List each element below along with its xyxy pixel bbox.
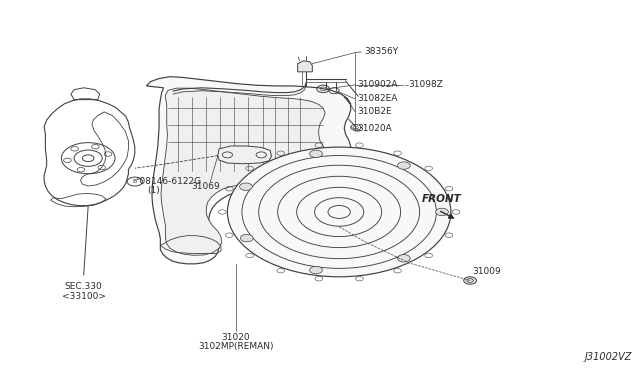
Circle shape <box>241 234 253 242</box>
Text: B: B <box>132 179 137 184</box>
Text: J31002VZ: J31002VZ <box>584 352 632 362</box>
Text: 31098Z: 31098Z <box>408 80 443 89</box>
Circle shape <box>239 183 252 190</box>
Text: 31020A: 31020A <box>358 124 392 133</box>
Text: 38356Y: 38356Y <box>365 47 399 56</box>
Text: (1): (1) <box>148 186 161 195</box>
Polygon shape <box>298 61 312 72</box>
Text: 31009: 31009 <box>472 267 500 276</box>
Text: °08146-6122G: °08146-6122G <box>135 177 201 186</box>
Polygon shape <box>147 77 351 264</box>
Text: FRONT: FRONT <box>422 194 462 204</box>
Circle shape <box>436 208 449 216</box>
Text: 31069: 31069 <box>191 182 220 191</box>
Text: 310902A: 310902A <box>358 80 398 89</box>
Circle shape <box>397 254 410 262</box>
Circle shape <box>310 266 323 274</box>
Text: 3102MP(REMAN): 3102MP(REMAN) <box>198 341 273 350</box>
Polygon shape <box>218 146 271 164</box>
Text: <33100>: <33100> <box>61 292 106 301</box>
Text: 310B2E: 310B2E <box>358 108 392 116</box>
Text: SEC.330: SEC.330 <box>65 282 102 291</box>
Circle shape <box>464 277 476 284</box>
Text: 31082EA: 31082EA <box>358 94 398 103</box>
Polygon shape <box>161 88 325 255</box>
Circle shape <box>397 162 410 169</box>
Text: 31020: 31020 <box>221 333 250 342</box>
Circle shape <box>227 147 451 277</box>
Circle shape <box>310 150 323 157</box>
